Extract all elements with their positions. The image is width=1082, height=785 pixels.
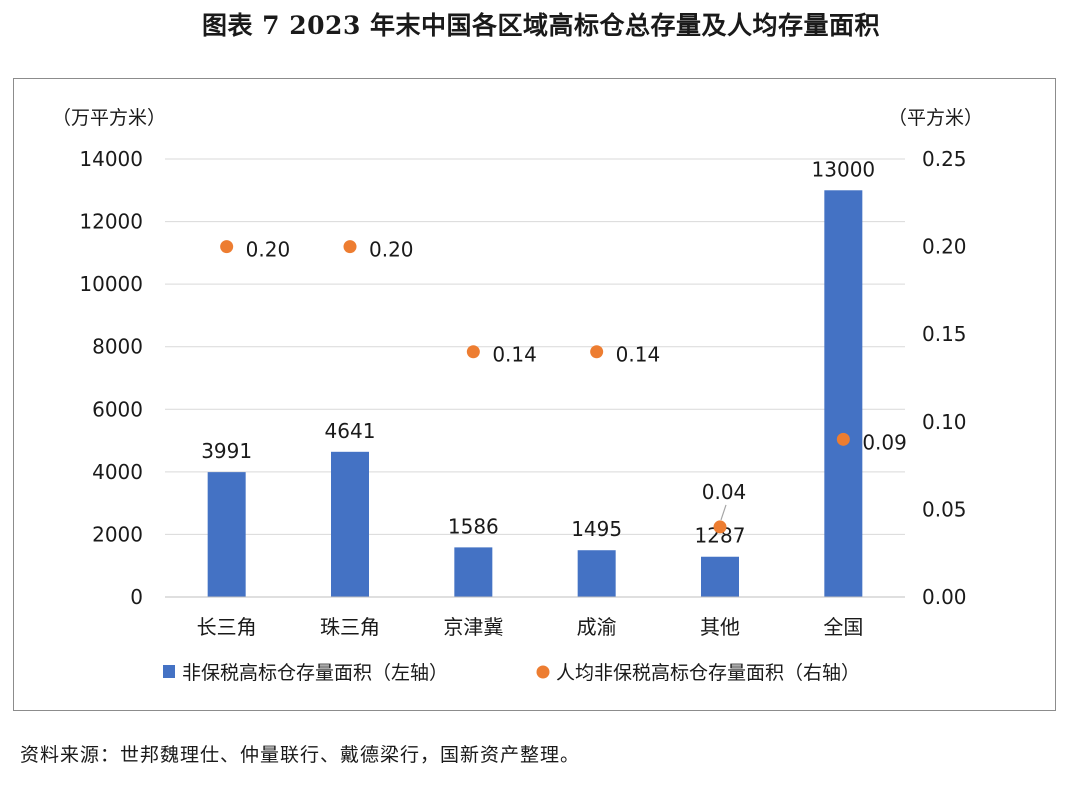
right-axis-tick-label: 0.25	[922, 147, 967, 171]
left-axis-tick-label: 6000	[92, 397, 143, 421]
bar-value-label: 3991	[201, 439, 252, 463]
legend-bar-swatch	[163, 665, 175, 678]
x-axis-category-label: 长三角	[197, 615, 257, 639]
x-axis-category-label: 全国	[823, 615, 863, 639]
chart-title: 图表 7 2023 年末中国各区域高标仓总存量及人均存量面积	[201, 11, 881, 40]
dot-value-label: 0.14	[616, 343, 661, 367]
x-axis-category-label: 其他	[700, 615, 740, 639]
left-axis-tick-label: 10000	[79, 272, 143, 296]
bar	[331, 451, 369, 597]
dot-value-label: 0.20	[246, 238, 291, 262]
left-axis-unit: （万平方米）	[52, 107, 166, 129]
leader-line	[720, 504, 727, 521]
bar-value-label: 1495	[571, 517, 622, 541]
legend-dot-label: 人均非保税高标仓存量面积（右轴）	[556, 662, 860, 684]
bar-value-label: 1586	[448, 514, 499, 538]
dot-value-label: 0.09	[862, 430, 907, 454]
dot-marker	[590, 345, 604, 359]
gridlines	[165, 158, 905, 535]
right-axis-unit: （平方米）	[888, 107, 983, 129]
left-axis-tick-label: 8000	[92, 335, 143, 359]
dot-value-label: 0.14	[492, 343, 537, 367]
legend-bar-label: 非保税高标仓存量面积（左轴）	[182, 662, 448, 684]
dot-marker	[343, 240, 357, 254]
bar-value-label: 4641	[325, 419, 376, 443]
legend: 非保税高标仓存量面积（左轴） 人均非保税高标仓存量面积（右轴）	[163, 662, 860, 684]
dot-marker	[220, 240, 234, 254]
dot-marker	[836, 432, 850, 446]
right-axis-tick-label: 0.15	[922, 322, 967, 346]
left-axis-tick-label: 0	[130, 585, 143, 609]
bar	[824, 190, 863, 598]
dot-series: 0.20 0.20 0.14 0.14 0.04 0.09	[220, 238, 907, 534]
chart-frame	[13, 78, 1056, 711]
left-axis-tick-label: 14000	[79, 147, 143, 171]
bar	[577, 550, 616, 597]
dot-value-label: 0.20	[369, 238, 414, 262]
dot-marker	[466, 345, 480, 359]
right-axis-tick-label: 0.05	[922, 497, 967, 521]
x-axis-category-label: 珠三角	[320, 615, 380, 639]
right-axis-tick-label: 0.00	[922, 585, 967, 609]
dot-marker	[713, 520, 727, 534]
bar	[454, 547, 493, 597]
bar	[701, 556, 739, 597]
legend-dot-swatch	[536, 665, 550, 679]
x-axis-category-label: 京津冀	[443, 615, 503, 639]
source-note: 资料来源：世邦魏理仕、仲量联行、戴德梁行，国新资产整理。	[20, 744, 581, 766]
bar	[207, 472, 246, 597]
axes: 0 2000 4000 6000 8000 10000 12000 14000 0.00 0.05…	[79, 147, 966, 639]
left-axis-tick-label: 2000	[92, 522, 143, 546]
right-axis-tick-label: 0.20	[922, 235, 967, 259]
left-axis-tick-label: 4000	[92, 460, 143, 484]
left-axis-tick-label: 12000	[79, 210, 143, 234]
right-axis-tick-label: 0.10	[922, 410, 967, 434]
x-axis-category-label: 成渝	[577, 615, 617, 639]
bar-value-label: 13000	[812, 157, 876, 181]
dot-value-label: 0.04	[702, 480, 747, 504]
